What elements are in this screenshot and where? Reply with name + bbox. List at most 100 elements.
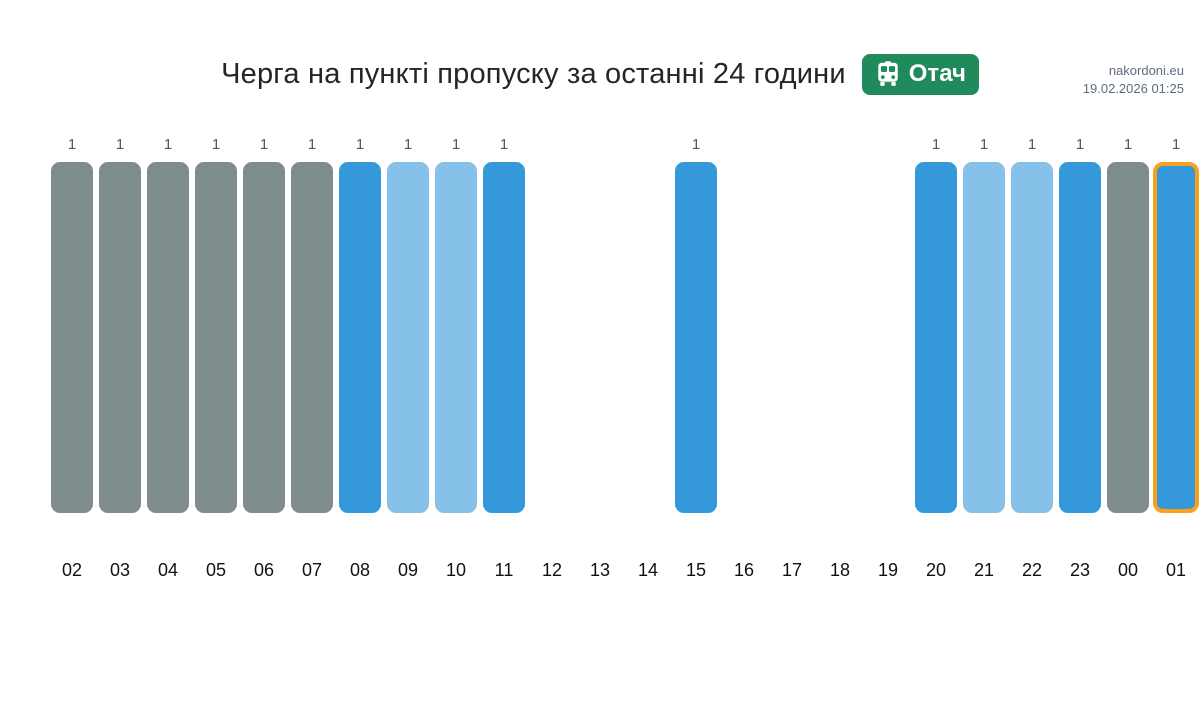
bar-01[interactable]: [1153, 161, 1199, 513]
bar-03[interactable]: [99, 161, 141, 513]
site-link[interactable]: nakordoni.eu: [1108, 63, 1184, 78]
bar-value-label: 1: [1123, 135, 1133, 153]
x-axis-label: 23: [1069, 559, 1091, 580]
x-axis-label: 16: [733, 559, 755, 580]
x-axis-label: 08: [349, 559, 371, 580]
x-axis-label: 01: [1165, 559, 1187, 580]
bar-column: 1 06: [240, 136, 288, 581]
checkpoint-badge-label: Отач: [908, 60, 966, 87]
x-axis-label: 19: [877, 559, 899, 580]
chart-title: Черга на пункті пропуску за останні 24 г…: [221, 57, 846, 90]
bar-column: 1 20: [912, 136, 960, 581]
bar-column: 1 05: [192, 136, 240, 581]
x-axis-label: 00: [1117, 559, 1139, 580]
bar-column: 1 08: [336, 136, 384, 581]
bar-11[interactable]: [483, 161, 525, 513]
checkpoint-badge[interactable]: Отач: [861, 54, 979, 95]
bar-column: 1 21: [960, 136, 1008, 581]
bar-area: [99, 161, 141, 513]
x-axis-label: 06: [253, 559, 275, 580]
x-axis-label: 05: [205, 559, 227, 580]
bar-area: [963, 161, 1005, 513]
bar-area: [771, 162, 813, 513]
x-axis-label: 11: [494, 559, 514, 580]
bar-area: [579, 162, 621, 513]
bar-column: 1 00: [1104, 136, 1152, 581]
bar-column: 1 09: [384, 136, 432, 581]
bar-value-label: 1: [115, 135, 125, 153]
bar-value-label: 1: [1171, 135, 1181, 153]
x-axis-label: 03: [109, 559, 131, 580]
bar-area: [243, 161, 285, 513]
bar-area: [723, 162, 765, 513]
bar-area: [483, 161, 525, 513]
bar-column: 1 22: [1008, 136, 1056, 581]
bar-value-label: 1: [1075, 135, 1085, 153]
x-axis-label: 12: [541, 559, 563, 580]
bar-value-label: 1: [211, 135, 221, 153]
bar-column: 12: [528, 136, 576, 581]
bar-column: 1 02: [48, 136, 96, 581]
x-axis-label: 14: [637, 559, 659, 580]
bar-area: [1107, 161, 1149, 513]
bar-value-label: 1: [67, 135, 77, 153]
x-axis-label: 20: [925, 559, 947, 580]
bar-05[interactable]: [195, 161, 237, 513]
bar-column: 1 07: [288, 136, 336, 581]
bar-15[interactable]: [675, 161, 717, 513]
bar-column: 18: [816, 136, 864, 581]
bar-09[interactable]: [387, 161, 429, 513]
bar-area: [291, 161, 333, 513]
bar-area: [819, 162, 861, 513]
bar-column: 1 15: [672, 136, 720, 581]
bar-area: [387, 161, 429, 513]
x-axis-label: 17: [781, 559, 803, 580]
bar-value-label: 1: [931, 135, 941, 153]
bar-area: [435, 161, 477, 513]
bar-column: 1 01: [1152, 136, 1200, 581]
bar-02[interactable]: [51, 161, 93, 513]
bar-value-label: 1: [979, 135, 989, 153]
bar-area: [1153, 161, 1199, 513]
bar-column: 1 23: [1056, 136, 1104, 581]
bar-column: 13: [576, 136, 624, 581]
bar-06[interactable]: [243, 161, 285, 513]
bar-07[interactable]: [291, 161, 333, 513]
bar-10[interactable]: [435, 161, 477, 513]
bar-column: 17: [768, 136, 816, 581]
bar-08[interactable]: [339, 161, 381, 513]
bar-chart: 1 02 1 03 1 04 1 05 1 06 1 07 1 08 1 09 1 10 1 11 12 13 14 1 15 1…: [0, 136, 1200, 581]
bar-area: [627, 162, 669, 513]
bar-value-label: 1: [307, 135, 317, 153]
bar-00[interactable]: [1107, 161, 1149, 513]
bar-area: [339, 161, 381, 513]
x-axis-label: 18: [829, 559, 851, 580]
bar-area: [51, 161, 93, 513]
bar-value-label: 1: [163, 135, 173, 153]
bar-23[interactable]: [1059, 161, 1101, 513]
x-axis-label: 15: [685, 559, 707, 580]
bar-column: 14: [624, 136, 672, 581]
bar-column: 1 04: [144, 136, 192, 581]
x-axis-label: 02: [61, 559, 83, 580]
bar-22[interactable]: [1011, 161, 1053, 513]
title-row: Черга на пункті пропуску за останні 24 г…: [0, 54, 1200, 95]
bar-value-label: 1: [355, 135, 365, 153]
bus-icon: [875, 61, 901, 87]
bar-area: [915, 161, 957, 513]
x-axis-label: 04: [157, 559, 179, 580]
x-axis-label: 21: [973, 559, 995, 580]
x-axis-label: 22: [1021, 559, 1043, 580]
bar-area: [1059, 161, 1101, 513]
bar-21[interactable]: [963, 161, 1005, 513]
bar-value-label: 1: [1027, 135, 1037, 153]
bar-area: [675, 161, 717, 513]
bar-04[interactable]: [147, 161, 189, 513]
bar-area: [531, 162, 573, 513]
bar-20[interactable]: [915, 161, 957, 513]
timestamp: 19.02.2026 01:25: [1082, 80, 1184, 96]
site-info: nakordoni.eu 19.02.2026 01:25: [1083, 62, 1184, 97]
bar-area: [1011, 161, 1053, 513]
x-axis-label: 10: [445, 559, 467, 580]
bar-column: 16: [720, 136, 768, 581]
